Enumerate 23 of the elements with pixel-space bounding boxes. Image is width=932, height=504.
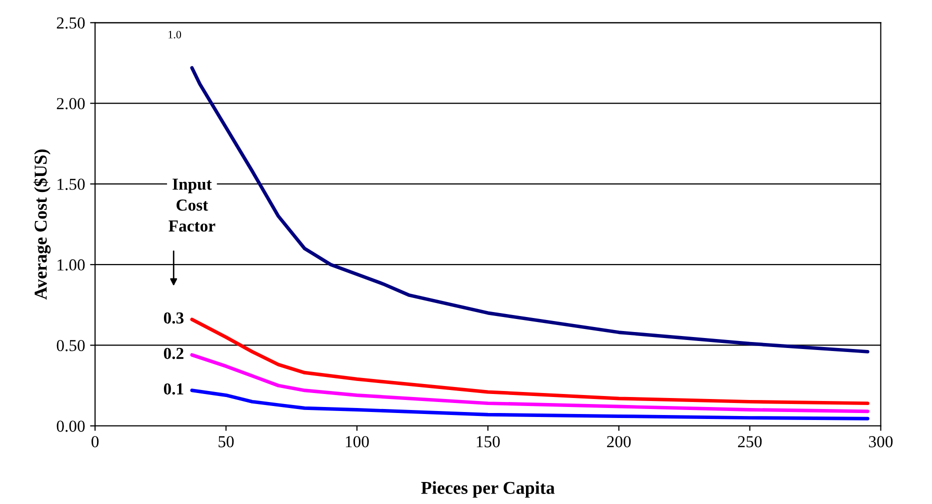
- line-series: [190, 388, 870, 420]
- x-tick-label: 300: [869, 436, 893, 448]
- y-tick-label: 2.50: [56, 17, 85, 29]
- x-tick-label: 100: [346, 436, 369, 448]
- x-tick-label: 200: [607, 436, 631, 448]
- y-tick-label: 1.50: [58, 178, 85, 190]
- x-tick-label: 250: [738, 436, 762, 448]
- text: 1.0: [168, 30, 182, 38]
- x-tick-label: 150: [476, 436, 500, 448]
- line-series: [190, 353, 870, 414]
- y-tick-label: 0.50: [56, 340, 85, 352]
- y-tick-label: 0.00: [56, 420, 85, 432]
- y-axis-title: Average Cost ($US): [34, 150, 51, 300]
- x-axis-title: Pieces per Capita: [421, 481, 555, 498]
- x-tick-label: 0: [92, 436, 99, 448]
- series-label: 0.1: [164, 383, 184, 395]
- x-tick-label: 50: [218, 436, 234, 448]
- line-series: [190, 318, 870, 406]
- y-tick-label: 2.00: [56, 98, 85, 110]
- legend-title: Input Cost Factor: [168, 178, 216, 232]
- series-label: 0.2: [164, 348, 184, 360]
- series-label: 0.3: [164, 312, 184, 324]
- y-tick-label: 1.00: [58, 259, 85, 271]
